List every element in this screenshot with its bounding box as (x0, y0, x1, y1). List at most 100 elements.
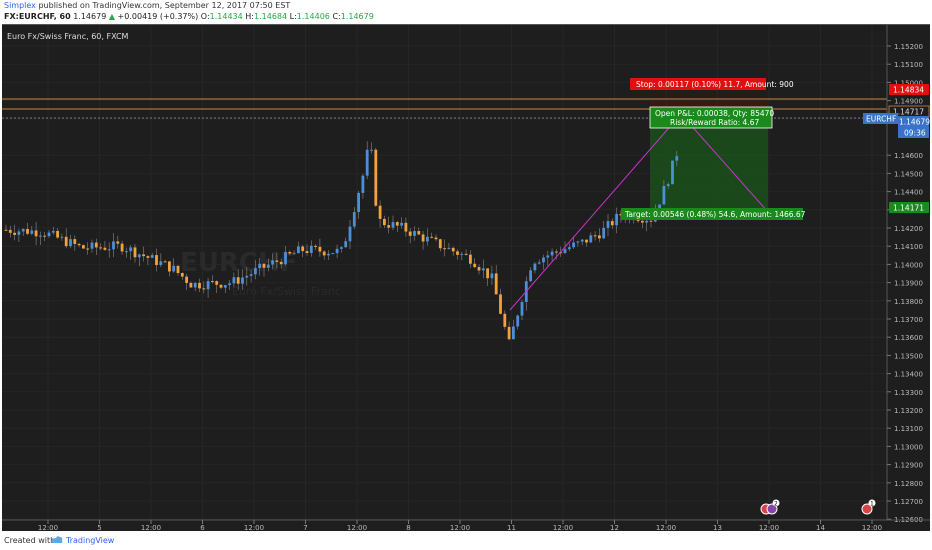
ohlc-close-label: C: (332, 12, 341, 21)
price-axis-label: 1.12900 (894, 462, 923, 470)
candle-body (520, 302, 524, 316)
target-label: Target: 0.00546 (0.48%) 54.6, Amount: 14… (624, 210, 806, 219)
candle-body (47, 232, 51, 237)
candle-body (447, 247, 451, 249)
candle-body (529, 270, 532, 282)
current-price-tag-text: 1.14679 (899, 118, 930, 127)
candle-body (567, 247, 571, 250)
candle-body (129, 247, 133, 252)
candle-body (34, 230, 38, 237)
candle-body (383, 218, 386, 226)
pattern-line-bc[interactable] (680, 113, 769, 213)
candle-body (533, 263, 537, 271)
candle-body (499, 294, 502, 314)
candle-body (86, 248, 90, 250)
stop-label: Stop: 0.00117 (0.10%) 11.7, Amount: 900 (636, 80, 794, 89)
price-axis-label: 1.13200 (894, 407, 923, 415)
candle-body (494, 273, 498, 295)
candle-body (56, 230, 59, 238)
price-change: +0.00419 (+0.37%) (117, 12, 199, 21)
candle-body (99, 247, 102, 249)
candle-body (219, 284, 223, 288)
candle-body (236, 277, 240, 284)
time-axis-label: 11 (507, 524, 516, 532)
candle-body (288, 251, 292, 254)
time-axis-label: 12:00 (862, 524, 882, 532)
price-axis-label: 1.13600 (894, 334, 923, 342)
candle-body (443, 248, 446, 250)
candle-body (559, 252, 563, 254)
candle-body (107, 249, 111, 251)
candle-body (82, 245, 85, 249)
candle-body (469, 254, 472, 264)
time-axis-label: 12 (610, 524, 619, 532)
price-axis-label: 1.15000 (894, 79, 923, 87)
candle-body (297, 246, 300, 254)
price-chart[interactable]: EURCHF Euro Fx/Swiss Franc Euro Fx/Swiss… (2, 25, 930, 542)
candle-body (21, 228, 25, 232)
candle-body (395, 222, 399, 226)
candle-body (434, 237, 438, 240)
candle-body (542, 257, 545, 263)
target-label-box (621, 208, 803, 220)
candle-body (662, 185, 666, 205)
time-axis-label: 13 (713, 524, 722, 532)
pattern-line-ab[interactable] (509, 113, 682, 311)
candle-body (361, 175, 365, 193)
candle-body (615, 213, 618, 226)
price-axis-label: 1.15200 (894, 43, 923, 51)
tradingview-brand-link[interactable]: TradingView (66, 536, 115, 545)
ohlc-open-label: O: (200, 12, 210, 21)
price-axis-label: 1.14000 (894, 261, 923, 269)
candle-body (125, 251, 128, 253)
time-axis-label: 12:00 (244, 524, 264, 532)
candle-body (516, 315, 520, 327)
price-axis-label: 1.14900 (894, 98, 923, 106)
event-badge-icon[interactable] (861, 503, 873, 515)
watermark-symbol: EURCHF (180, 248, 298, 278)
candle-body (176, 265, 180, 274)
time-axis[interactable]: 12:00 5 12:00 6 12:00 7 12:00 8 12:00 11 12:00 12 12… (38, 520, 882, 532)
symbol-info: FX:EURCHF, 60 1.14679 ▲ +0.00419 (+0.37%… (4, 12, 374, 21)
entry-price-tag-text: 1.14717 (893, 108, 924, 117)
price-axis-label: 1.14200 (894, 225, 923, 233)
candle-body (146, 256, 150, 258)
candle-body (189, 282, 193, 288)
candle-body (249, 274, 253, 276)
candle-body (116, 241, 120, 244)
price-axis-label: 1.13300 (894, 389, 923, 397)
candle-body (490, 273, 494, 279)
time-axis-label: 8 (406, 524, 410, 532)
author-link[interactable]: Simplex (4, 1, 36, 10)
candle-body (421, 234, 425, 242)
watermark-subtitle: Euro Fx/Swiss Franc (232, 285, 341, 298)
candle-body (4, 229, 8, 231)
candle-body (180, 273, 184, 277)
symbol-price-tag (863, 113, 898, 124)
time-axis-label: 12:00 (141, 524, 161, 532)
candle-body (271, 260, 274, 265)
candle-body (563, 249, 567, 253)
chart-pane[interactable]: EURCHF Euro Fx/Swiss Franc Euro Fx/Swiss… (2, 24, 930, 542)
candle-body (284, 251, 287, 265)
price-axis-label: 1.13800 (894, 298, 923, 306)
candle-body (120, 243, 124, 252)
candle-body (133, 247, 137, 258)
current-price-tag (898, 116, 929, 127)
price-axis-label: 1.13900 (894, 280, 923, 288)
candle-body (671, 160, 674, 185)
candle-body (555, 251, 558, 253)
candle-body (223, 285, 227, 288)
event-badges[interactable]: 2 1 (760, 499, 876, 515)
candle-body (413, 231, 416, 236)
candle-body (666, 184, 670, 186)
candle-body (112, 241, 115, 250)
candle-body (185, 276, 188, 283)
candle-body (172, 265, 176, 272)
created-with-text: Created with (4, 536, 56, 545)
candle-body (636, 220, 640, 222)
candle-body (537, 262, 541, 264)
event-badge-icon[interactable] (766, 503, 778, 515)
chart-title: Euro Fx/Swiss Franc, 60, FXCM (7, 32, 129, 41)
price-axis-label: 1.13000 (894, 443, 923, 451)
